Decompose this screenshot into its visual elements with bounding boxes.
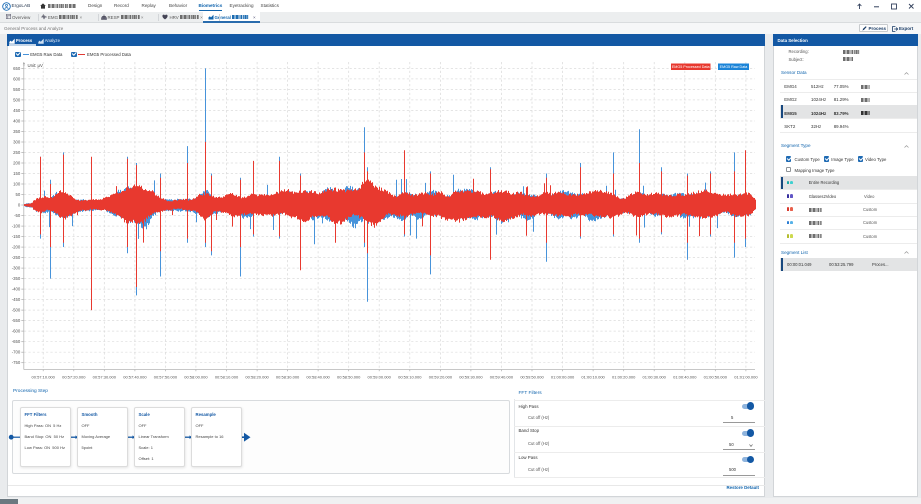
- svg-text:01:00:20.000: 01:00:20.000: [612, 375, 636, 380]
- svg-text:-50: -50: [14, 213, 21, 218]
- svg-text:00:57:20.000: 00:57:20.000: [62, 375, 86, 380]
- svg-text:150: 150: [13, 171, 21, 176]
- svg-text:250: 250: [13, 150, 21, 155]
- svg-text:450: 450: [13, 108, 21, 113]
- svg-text:00:58:30.000: 00:58:30.000: [276, 375, 300, 380]
- svg-text:00:58:50.000: 00:58:50.000: [337, 375, 361, 380]
- svg-text:00:59:40.000: 00:59:40.000: [490, 375, 514, 380]
- svg-text:550: 550: [13, 87, 21, 92]
- svg-text:00:57:10.000: 00:57:10.000: [32, 375, 56, 380]
- svg-text:-150: -150: [12, 234, 21, 239]
- svg-text:-450: -450: [12, 297, 21, 302]
- svg-text:00:57:50.000: 00:57:50.000: [154, 375, 178, 380]
- svg-text:-300: -300: [12, 266, 21, 271]
- svg-text:00:58:10.000: 00:58:10.000: [215, 375, 239, 380]
- svg-text:00:59:20.000: 00:59:20.000: [429, 375, 453, 380]
- svg-text:300: 300: [13, 140, 21, 145]
- svg-text:01:00:10.000: 01:00:10.000: [581, 375, 605, 380]
- svg-text:-600: -600: [12, 329, 21, 334]
- svg-text:100: 100: [13, 182, 21, 187]
- svg-text:-350: -350: [12, 276, 21, 281]
- svg-text:01:01:00.000: 01:01:00.000: [734, 375, 758, 380]
- svg-text:-250: -250: [12, 255, 21, 260]
- svg-text:-100: -100: [12, 224, 21, 229]
- svg-text:EMG5 Processed Data: EMG5 Processed Data: [672, 65, 711, 69]
- svg-text:00:57:30.000: 00:57:30.000: [93, 375, 117, 380]
- svg-text:00:59:30.000: 00:59:30.000: [459, 375, 483, 380]
- svg-text:00:59:50.000: 00:59:50.000: [520, 375, 544, 380]
- svg-text:350: 350: [13, 129, 21, 134]
- svg-text:200: 200: [13, 161, 21, 166]
- svg-text:01:00:30.000: 01:00:30.000: [643, 375, 667, 380]
- svg-text:400: 400: [13, 119, 21, 124]
- svg-text:00:58:00.000: 00:58:00.000: [184, 375, 208, 380]
- svg-text:500: 500: [13, 97, 21, 102]
- svg-text:-400: -400: [12, 287, 21, 292]
- svg-text:600: 600: [13, 76, 21, 81]
- svg-text:0: 0: [18, 203, 21, 208]
- svg-text:00:59:00.000: 00:59:00.000: [368, 375, 392, 380]
- svg-text:01:00:50.000: 01:00:50.000: [704, 375, 728, 380]
- svg-text:00:58:40.000: 00:58:40.000: [306, 375, 330, 380]
- svg-text:-550: -550: [12, 318, 21, 323]
- svg-text:00:59:10.000: 00:59:10.000: [398, 375, 422, 380]
- svg-text:-750: -750: [12, 360, 21, 365]
- svg-text:Unit: μV: Unit: μV: [28, 63, 44, 68]
- svg-text:-650: -650: [12, 339, 21, 344]
- svg-text:650: 650: [13, 66, 21, 71]
- svg-text:50: 50: [16, 192, 21, 197]
- svg-text:00:57:40.000: 00:57:40.000: [123, 375, 147, 380]
- svg-text:-500: -500: [12, 308, 21, 313]
- svg-text:-700: -700: [12, 350, 21, 355]
- svg-text:01:00:40.000: 01:00:40.000: [673, 375, 697, 380]
- svg-text:01:00:00.000: 01:00:00.000: [551, 375, 575, 380]
- svg-text:00:58:20.000: 00:58:20.000: [245, 375, 269, 380]
- svg-text:-200: -200: [12, 245, 21, 250]
- svg-text:EMG5 Raw Data: EMG5 Raw Data: [720, 65, 749, 69]
